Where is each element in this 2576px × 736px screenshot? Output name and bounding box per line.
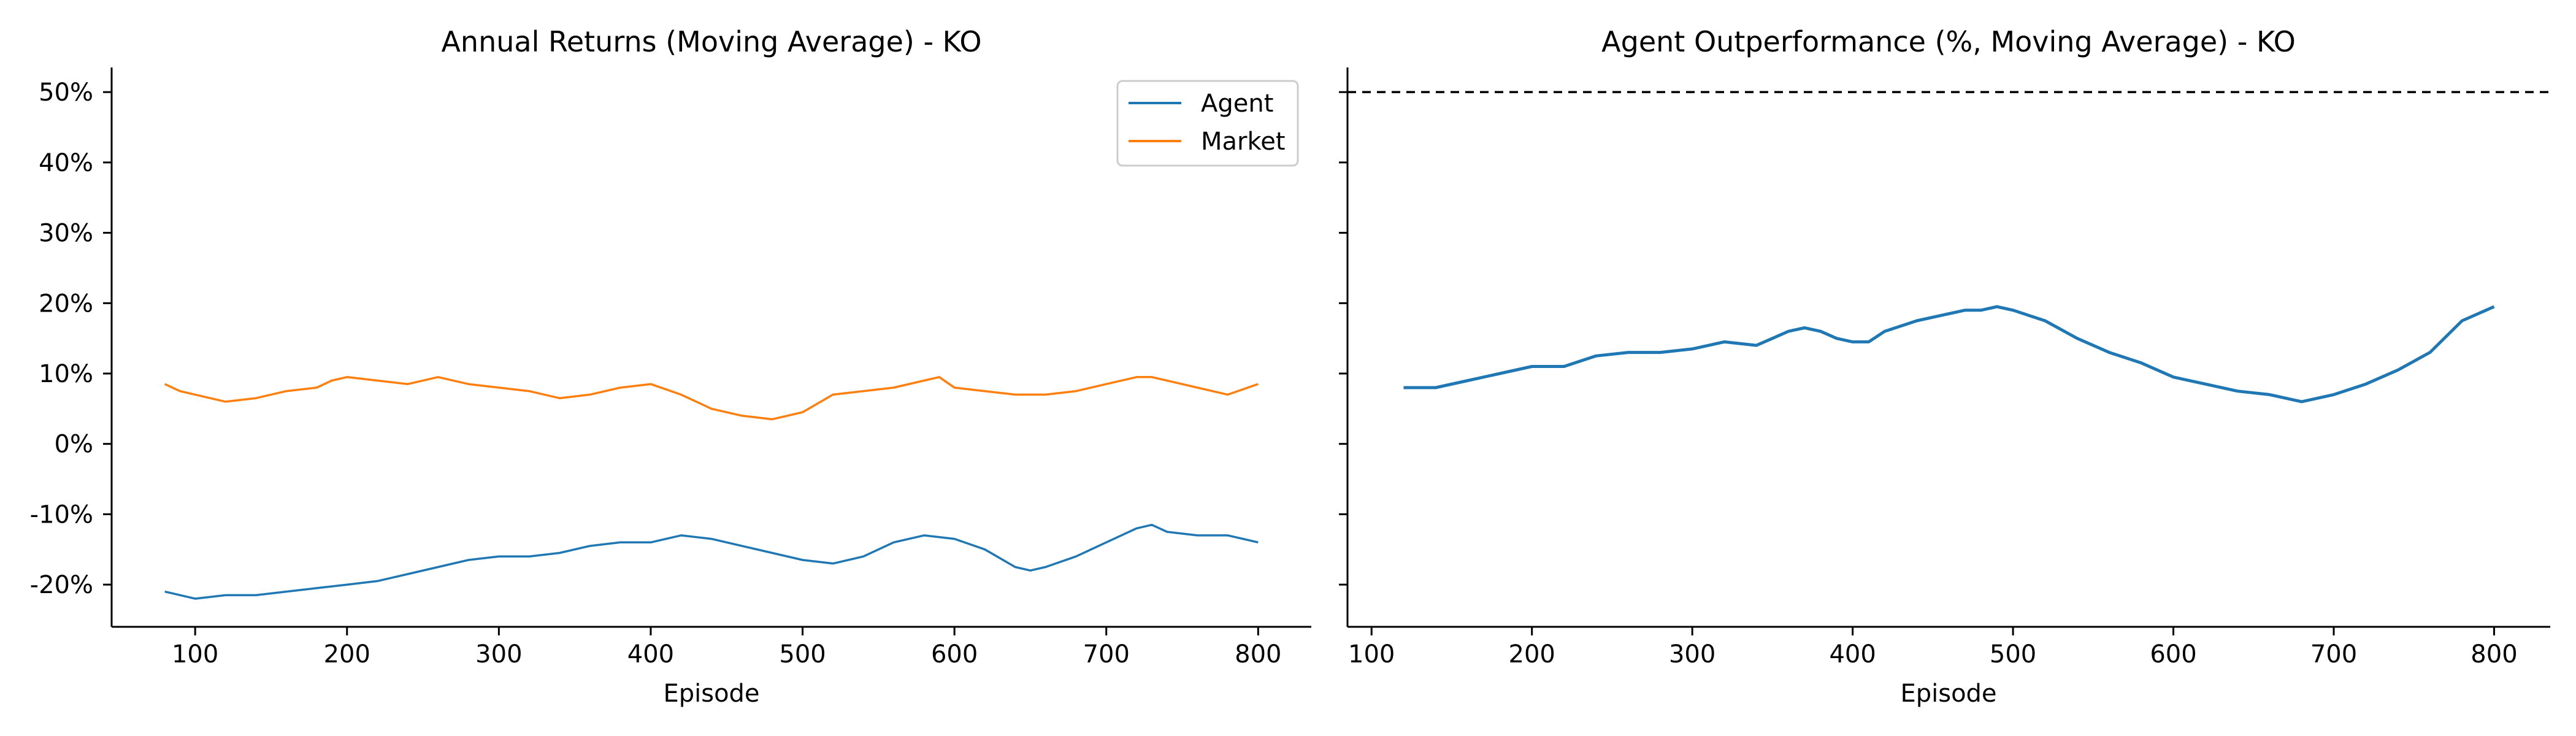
returns-x-tick-label: 700: [1083, 640, 1130, 669]
returns-chart-xlabel: Episode: [663, 680, 759, 708]
outperformance-x-tick-label: 200: [1509, 640, 1555, 669]
legend-market-label: Market: [1201, 128, 1286, 156]
outperformance-x-tick-label: 500: [1990, 640, 2036, 669]
returns-y-tick-label: 20%: [39, 289, 93, 318]
outperformance-x-tick-label: 600: [2150, 640, 2196, 669]
returns-y-tick-label: 50%: [39, 79, 93, 107]
returns-y-tick-label: 10%: [39, 360, 93, 388]
outperformance-chart-axes: 100 200 300 400 500 600 700 800: [1339, 67, 2550, 669]
returns-y-tick-label: 30%: [39, 220, 93, 248]
returns-x-tick-label: 400: [627, 640, 674, 669]
returns-y-tick-label: -10%: [30, 500, 93, 529]
outperformance-x-tick-label: 700: [2310, 640, 2357, 669]
returns-y-tick-label: -20%: [30, 571, 93, 599]
returns-x-tick-label: 500: [779, 640, 826, 669]
returns-chart-title: Annual Returns (Moving Average) - KO: [441, 25, 981, 58]
returns-chart-series: [164, 376, 1259, 600]
returns-x-tick-label: 200: [324, 640, 370, 669]
outperformance-x-tick-label: 400: [1829, 640, 1876, 669]
returns-y-tick-label: 40%: [39, 149, 93, 177]
outperformance-chart-xlabel: Episode: [1900, 680, 1996, 708]
outperformance-x-tick-label: 300: [1669, 640, 1715, 669]
returns-x-tick-label: 600: [931, 640, 978, 669]
outperformance-x-tick-label: 800: [2471, 640, 2517, 669]
returns-x-tick-label: 300: [475, 640, 522, 669]
returns-chart-axes: 100 200 300 400 500 600 700 800 -20% -10% 0% 10% 20%…: [30, 67, 1311, 669]
outperformance-chart-panel: Agent Outperformance (%, Moving Average)…: [1339, 25, 2550, 708]
returns-y-tick-label: 0%: [55, 431, 93, 459]
legend-agent-label: Agent: [1201, 90, 1273, 118]
outperformance-chart-series: [1403, 305, 2495, 404]
returns-x-tick-label: 100: [172, 640, 218, 669]
returns-chart-legend: Agent Market: [1116, 80, 1299, 167]
market-series-line: [164, 376, 1259, 421]
outperformance-chart-title: Agent Outperformance (%, Moving Average)…: [1601, 25, 2296, 58]
returns-x-tick-label: 800: [1235, 640, 1281, 669]
agent-series-line: [164, 523, 1259, 600]
outperformance-series-line: [1403, 305, 2495, 404]
returns-chart-panel: Annual Returns (Moving Average) - KO 100…: [30, 25, 1311, 708]
outperformance-x-tick-label: 100: [1348, 640, 1395, 669]
